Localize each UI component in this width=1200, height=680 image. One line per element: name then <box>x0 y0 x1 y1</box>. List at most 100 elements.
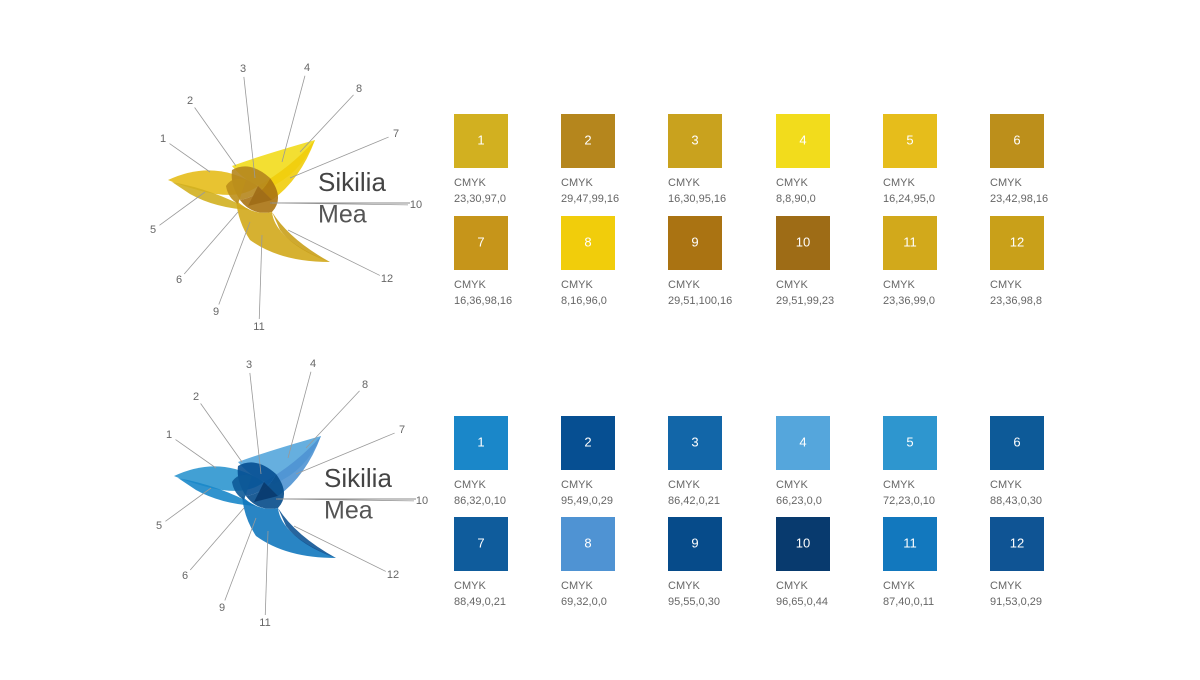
swatch-value: 87,40,0,11 <box>883 596 934 608</box>
swatch-value: 91,53,0,29 <box>990 596 1042 608</box>
swatch-value: 23,36,98,8 <box>990 295 1042 307</box>
logo-petal <box>172 182 250 210</box>
swatch-label: CMYK <box>561 177 593 189</box>
color-swatch <box>990 416 1044 470</box>
callout-number: 10 <box>410 199 422 211</box>
callout-number: 8 <box>356 83 362 95</box>
swatch-label: CMYK <box>990 279 1022 291</box>
callout-number: 12 <box>387 569 399 581</box>
swatch-label: CMYK <box>990 580 1022 592</box>
swatch-number: 2 <box>584 434 591 449</box>
swatch-number: 12 <box>1010 234 1024 249</box>
swatch-label: CMYK <box>776 279 808 291</box>
swatch-value: 95,49,0,29 <box>561 495 613 507</box>
logo-name: Sikilia <box>324 463 392 493</box>
swatch-number: 7 <box>477 234 484 249</box>
callout-number: 8 <box>362 379 368 391</box>
callout-number: 9 <box>219 602 225 614</box>
color-swatch <box>883 114 937 168</box>
swatch-value: 86,32,0,10 <box>454 495 506 507</box>
color-swatch <box>883 416 937 470</box>
callout-line <box>293 525 387 572</box>
logo-petal <box>232 474 252 500</box>
callout-number: 5 <box>156 520 162 532</box>
color-swatch <box>668 114 722 168</box>
swatch-value: 16,24,95,0 <box>883 193 935 205</box>
swatch-label: CMYK <box>668 279 700 291</box>
swatch-value: 23,42,98,16 <box>990 193 1048 205</box>
logo-petal <box>236 200 330 262</box>
swatch-value: 86,42,0,21 <box>668 495 720 507</box>
swatch-value: 29,51,100,16 <box>668 295 732 307</box>
callout-line <box>264 530 269 616</box>
color-swatch <box>776 216 830 270</box>
swatch-number: 3 <box>691 434 698 449</box>
callout-number: 6 <box>182 570 188 582</box>
logo-sub: Mea <box>318 201 367 229</box>
swatch-number: 10 <box>796 234 810 249</box>
swatch-number: 3 <box>691 132 698 147</box>
swatch-label: CMYK <box>454 279 486 291</box>
swatch-number: 1 <box>477 132 484 147</box>
callout-line <box>249 372 262 475</box>
swatch-number: 5 <box>906 434 913 449</box>
color-swatch <box>454 216 508 270</box>
callout-line <box>299 94 354 153</box>
swatch-label: CMYK <box>990 479 1022 491</box>
callout-number: 5 <box>150 224 156 236</box>
color-swatch <box>990 517 1044 571</box>
swatch-number: 2 <box>584 132 591 147</box>
logo-petal <box>178 478 256 506</box>
swatch-label: CMYK <box>883 279 915 291</box>
swatch-number: 9 <box>691 234 698 249</box>
color-swatch <box>668 517 722 571</box>
callout-line <box>189 507 245 571</box>
swatch-number: 8 <box>584 535 591 550</box>
swatch-label: CMYK <box>776 177 808 189</box>
callout-line <box>183 211 239 275</box>
swatch-label: CMYK <box>883 580 915 592</box>
swatch-number: 9 <box>691 535 698 550</box>
swatch-number: 1 <box>477 434 484 449</box>
swatch-label: CMYK <box>776 580 808 592</box>
callout-number: 4 <box>310 358 316 370</box>
callout-line <box>271 202 409 206</box>
color-swatch <box>776 517 830 571</box>
color-swatch <box>990 216 1044 270</box>
callout-line <box>218 221 251 305</box>
logo-petal <box>242 496 336 558</box>
callout-line <box>287 371 312 459</box>
callout-line <box>243 76 256 179</box>
swatch-value: 95,55,0,30 <box>668 596 720 608</box>
swatch-value: 8,8,90,0 <box>776 193 816 205</box>
swatch-number: 4 <box>799 434 806 449</box>
callout-line <box>159 191 206 226</box>
callout-line <box>258 234 263 320</box>
callout-line <box>169 143 211 173</box>
logo-petal <box>248 186 272 206</box>
callout-line <box>287 229 381 276</box>
callout-number: 4 <box>304 62 310 74</box>
callout-number: 2 <box>187 95 193 107</box>
swatch-label: CMYK <box>561 580 593 592</box>
swatch-value: 72,23,0,10 <box>883 495 935 507</box>
swatch-number: 11 <box>903 535 917 550</box>
swatch-value: 29,47,99,16 <box>561 193 619 205</box>
swatch-number: 11 <box>903 234 917 249</box>
swatch-value: 96,65,0,44 <box>776 596 828 608</box>
callout-number: 1 <box>166 429 172 441</box>
swatch-value: 23,36,99,0 <box>883 295 935 307</box>
callout-number: 12 <box>381 273 393 285</box>
swatch-label: CMYK <box>454 479 486 491</box>
color-swatch <box>561 416 615 470</box>
swatch-label: CMYK <box>561 279 593 291</box>
callout-number: 6 <box>176 274 182 286</box>
callout-line <box>281 75 306 163</box>
color-swatch <box>561 216 615 270</box>
color-swatch <box>668 216 722 270</box>
swatch-number: 5 <box>906 132 913 147</box>
callout-line <box>175 439 217 469</box>
